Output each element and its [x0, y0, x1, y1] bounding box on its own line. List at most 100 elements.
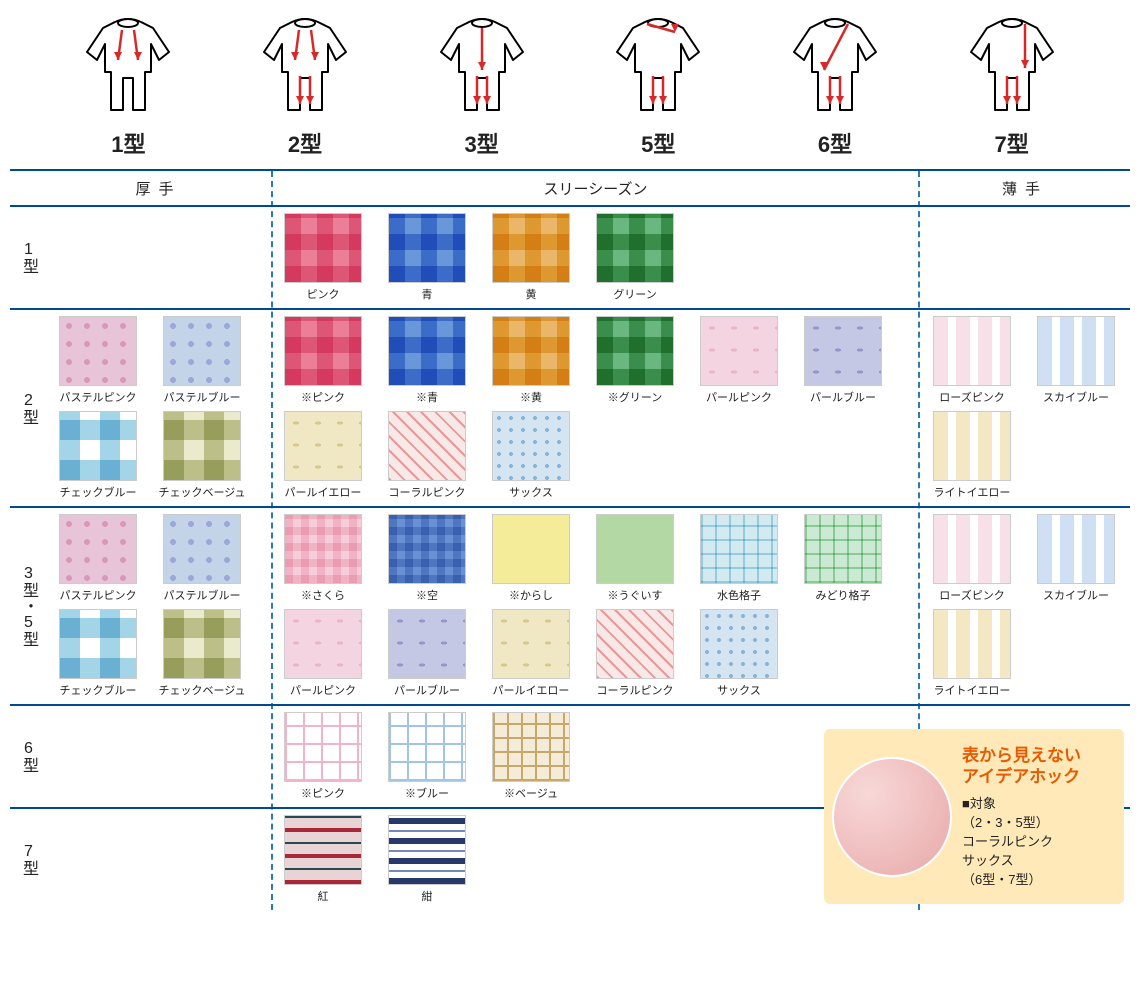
cell-thin: ローズピンクスカイブルーライトイエロー — [920, 508, 1130, 704]
swatch-label: パールブルー — [379, 682, 475, 698]
color-grid: 厚手 スリーシーズン 薄手 1型ピンク青黄グリーン2型パステルピンクパステルブル… — [10, 169, 1130, 910]
swatch-label: パールピンク — [275, 682, 371, 698]
swatch-square — [163, 411, 241, 481]
swatch-square — [284, 712, 362, 782]
swatch: ※グリーン — [587, 316, 683, 405]
swatch-square — [492, 316, 570, 386]
swatch-label: チェックベージュ — [154, 682, 250, 698]
swatch: ※空 — [379, 514, 475, 603]
swatch-square — [59, 316, 137, 386]
swatch-label: ※ピンク — [275, 389, 371, 405]
swatch-square — [284, 815, 362, 885]
swatch-square — [492, 514, 570, 584]
swatch-square — [388, 712, 466, 782]
swatch: パステルブルー — [154, 316, 250, 405]
swatch-label: パステルピンク — [50, 587, 146, 603]
swatch-label: 青 — [379, 286, 475, 302]
row-label: 6型 — [10, 706, 46, 807]
swatch-square — [163, 514, 241, 584]
swatch-square — [492, 411, 570, 481]
callout-title: 表から見えない アイデアホック — [962, 745, 1081, 788]
swatch: チェックベージュ — [154, 411, 250, 500]
swatch: 黄 — [483, 213, 579, 302]
cell-thick — [46, 706, 271, 807]
swatch-label: パステルピンク — [50, 389, 146, 405]
swatch-label: チェックブルー — [50, 484, 146, 500]
swatch: ※ブルー — [379, 712, 475, 801]
swatch-label: サックス — [691, 682, 787, 698]
swatch-square — [700, 609, 778, 679]
swatch: ※青 — [379, 316, 475, 405]
swatch-square — [492, 213, 570, 283]
swatch-square — [59, 609, 137, 679]
swatch-label: ※グリーン — [587, 389, 683, 405]
garment-type-1: 1型 — [73, 10, 183, 159]
swatch-label: サックス — [483, 484, 579, 500]
swatch: パステルピンク — [50, 514, 146, 603]
swatch-label: みどり格子 — [795, 587, 891, 603]
grid-row: 2型パステルピンクパステルブルーチェックブルーチェックベージュ※ピンク※青※黄※… — [10, 308, 1130, 506]
swatch-square — [388, 815, 466, 885]
swatch-label: ※空 — [379, 587, 475, 603]
swatch: コーラルピンク — [587, 609, 683, 698]
swatch-label: ライトイエロー — [924, 484, 1020, 500]
swatch-label: チェックベージュ — [154, 484, 250, 500]
garment-type-3: 3型 — [427, 10, 537, 159]
swatch: パステルブルー — [154, 514, 250, 603]
cell-thick: パステルピンクパステルブルーチェックブルーチェックベージュ — [46, 508, 271, 704]
swatch-label: ピンク — [275, 286, 371, 302]
swatch: 水色格子 — [691, 514, 787, 603]
cell-thin — [920, 207, 1130, 308]
swatch-square — [1037, 514, 1115, 584]
garment-type-row: 1型 2型 3型 5型 6型 7型 — [10, 10, 1130, 169]
swatch-label: パステルブルー — [154, 587, 250, 603]
swatch-label: ※青 — [379, 389, 475, 405]
garment-type-5: 6型 — [780, 10, 890, 159]
cell-thin: ローズピンクスカイブルーライトイエロー — [920, 310, 1130, 506]
swatch-square — [596, 213, 674, 283]
garment-type-2: 2型 — [250, 10, 360, 159]
swatch-square — [388, 411, 466, 481]
swatch: スカイブルー — [1028, 316, 1124, 405]
swatch-label: ※さくら — [275, 587, 371, 603]
row-label: 2型 — [10, 310, 46, 506]
swatch: グリーン — [587, 213, 683, 302]
swatch-square — [163, 609, 241, 679]
swatch-label: ※黄 — [483, 389, 579, 405]
swatch: パールピンク — [691, 316, 787, 405]
swatch: コーラルピンク — [379, 411, 475, 500]
swatch-square — [596, 609, 674, 679]
swatch-square — [804, 316, 882, 386]
swatch-square — [596, 514, 674, 584]
swatch: チェックブルー — [50, 411, 146, 500]
swatch-square — [492, 609, 570, 679]
swatch: ローズピンク — [924, 514, 1020, 603]
swatch: ピンク — [275, 213, 371, 302]
swatch: ※からし — [483, 514, 579, 603]
swatch: パールイエロー — [275, 411, 371, 500]
swatch: ※ピンク — [275, 712, 371, 801]
cell-three: 紅紺 — [271, 809, 920, 910]
swatch-label: ローズピンク — [924, 389, 1020, 405]
swatch-square — [284, 213, 362, 283]
header-thick: 厚手 — [46, 178, 271, 199]
swatch: パールブルー — [795, 316, 891, 405]
swatch-square — [804, 514, 882, 584]
swatch-square — [388, 609, 466, 679]
cell-thick — [46, 207, 271, 308]
swatch-square — [933, 316, 1011, 386]
swatch-square — [1037, 316, 1115, 386]
swatch-label: ※ベージュ — [483, 785, 579, 801]
header-row: 厚手 スリーシーズン 薄手 — [10, 171, 1130, 205]
cell-thick: パステルピンクパステルブルーチェックブルーチェックベージュ — [46, 310, 271, 506]
swatch-square — [492, 712, 570, 782]
swatch-label: パールイエロー — [275, 484, 371, 500]
swatch-label: 水色格子 — [691, 587, 787, 603]
swatch: ライトイエロー — [924, 609, 1020, 698]
header-three-season: スリーシーズン — [271, 178, 920, 199]
swatch-label: パールブルー — [795, 389, 891, 405]
swatch-label: スカイブルー — [1028, 389, 1124, 405]
row-label: 3型・5型 — [10, 508, 46, 704]
header-thin: 薄手 — [920, 178, 1130, 199]
swatch-square — [388, 316, 466, 386]
